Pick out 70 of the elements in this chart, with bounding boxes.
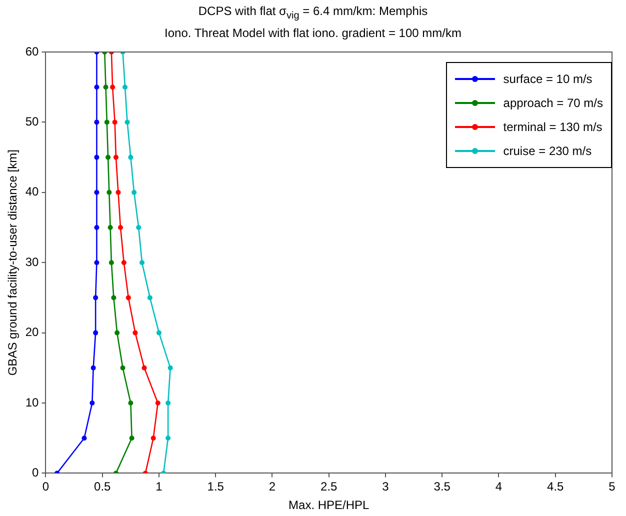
point bbox=[124, 120, 130, 125]
legend-label: approach = 70 m/s bbox=[503, 96, 603, 110]
point bbox=[142, 365, 147, 370]
point bbox=[103, 84, 108, 90]
point bbox=[116, 190, 121, 195]
point bbox=[94, 120, 100, 125]
legend-label: surface = 10 m/s bbox=[503, 72, 592, 86]
point bbox=[114, 330, 120, 336]
point bbox=[121, 260, 126, 266]
point bbox=[140, 260, 145, 266]
y-tick-label: 50 bbox=[25, 114, 40, 129]
point bbox=[132, 190, 137, 195]
x-tick-label: 4.5 bbox=[547, 480, 564, 494]
x-tick-label: 1.5 bbox=[207, 480, 224, 494]
legend-label: terminal = 130 m/s bbox=[503, 120, 602, 134]
chart-title: DCPS with flat σ$_{vig}$ = 6.4 mm/km: Memphis bbox=[197, 4, 429, 22]
point bbox=[112, 120, 118, 125]
point bbox=[93, 295, 98, 300]
point bbox=[93, 330, 98, 336]
x-tick-label: 3.5 bbox=[434, 480, 451, 494]
point bbox=[166, 436, 171, 441]
y-tick-label: 20 bbox=[25, 325, 40, 340]
point bbox=[132, 330, 138, 336]
x-tick-label: 2 bbox=[268, 480, 276, 494]
x-tick-label: 1 bbox=[156, 480, 163, 494]
point bbox=[111, 295, 116, 300]
point bbox=[126, 295, 131, 300]
y-tick-label: 0 bbox=[32, 466, 40, 480]
point bbox=[150, 436, 156, 441]
point bbox=[120, 365, 126, 370]
point bbox=[106, 190, 112, 195]
point bbox=[106, 154, 111, 160]
y-tick-label: 60 bbox=[25, 44, 40, 58]
point bbox=[108, 260, 114, 266]
y-tick-label: 40 bbox=[25, 184, 40, 199]
point bbox=[90, 365, 96, 370]
point bbox=[94, 260, 100, 266]
point bbox=[110, 84, 116, 90]
x-axis-title: Max. HPE/HPL bbox=[288, 498, 370, 512]
point bbox=[147, 295, 152, 300]
point bbox=[155, 400, 160, 406]
point bbox=[94, 84, 100, 90]
x-tick-label: 2.5 bbox=[320, 480, 338, 494]
point bbox=[156, 330, 162, 336]
x-tick-label: 4 bbox=[495, 480, 502, 494]
x-tick-label: 0.5 bbox=[94, 480, 112, 494]
point bbox=[94, 190, 100, 195]
point bbox=[168, 365, 173, 370]
y-tick-label: 30 bbox=[25, 254, 40, 269]
point bbox=[136, 225, 142, 230]
point bbox=[128, 400, 134, 406]
point bbox=[108, 225, 113, 230]
legend-label: cruise = 230 m/s bbox=[503, 144, 592, 158]
point bbox=[166, 400, 171, 406]
point bbox=[118, 225, 123, 230]
x-tick-label: 5 bbox=[608, 480, 616, 494]
chart-subtitle: Iono. Threat Model with flat iono. gradient = 100 mm/km bbox=[164, 26, 462, 40]
point bbox=[94, 225, 100, 230]
point bbox=[104, 120, 110, 125]
y-axis-title: GBAS ground facility-to-user distance [km] bbox=[6, 150, 20, 376]
point bbox=[122, 84, 128, 90]
point bbox=[90, 400, 95, 406]
point bbox=[94, 154, 100, 160]
point bbox=[113, 154, 118, 160]
x-tick-label: 3 bbox=[382, 480, 390, 494]
point bbox=[129, 436, 134, 441]
x-tick-label: 0 bbox=[42, 480, 50, 494]
point bbox=[128, 154, 134, 160]
point bbox=[82, 436, 87, 441]
y-tick-label: 10 bbox=[25, 395, 40, 410]
